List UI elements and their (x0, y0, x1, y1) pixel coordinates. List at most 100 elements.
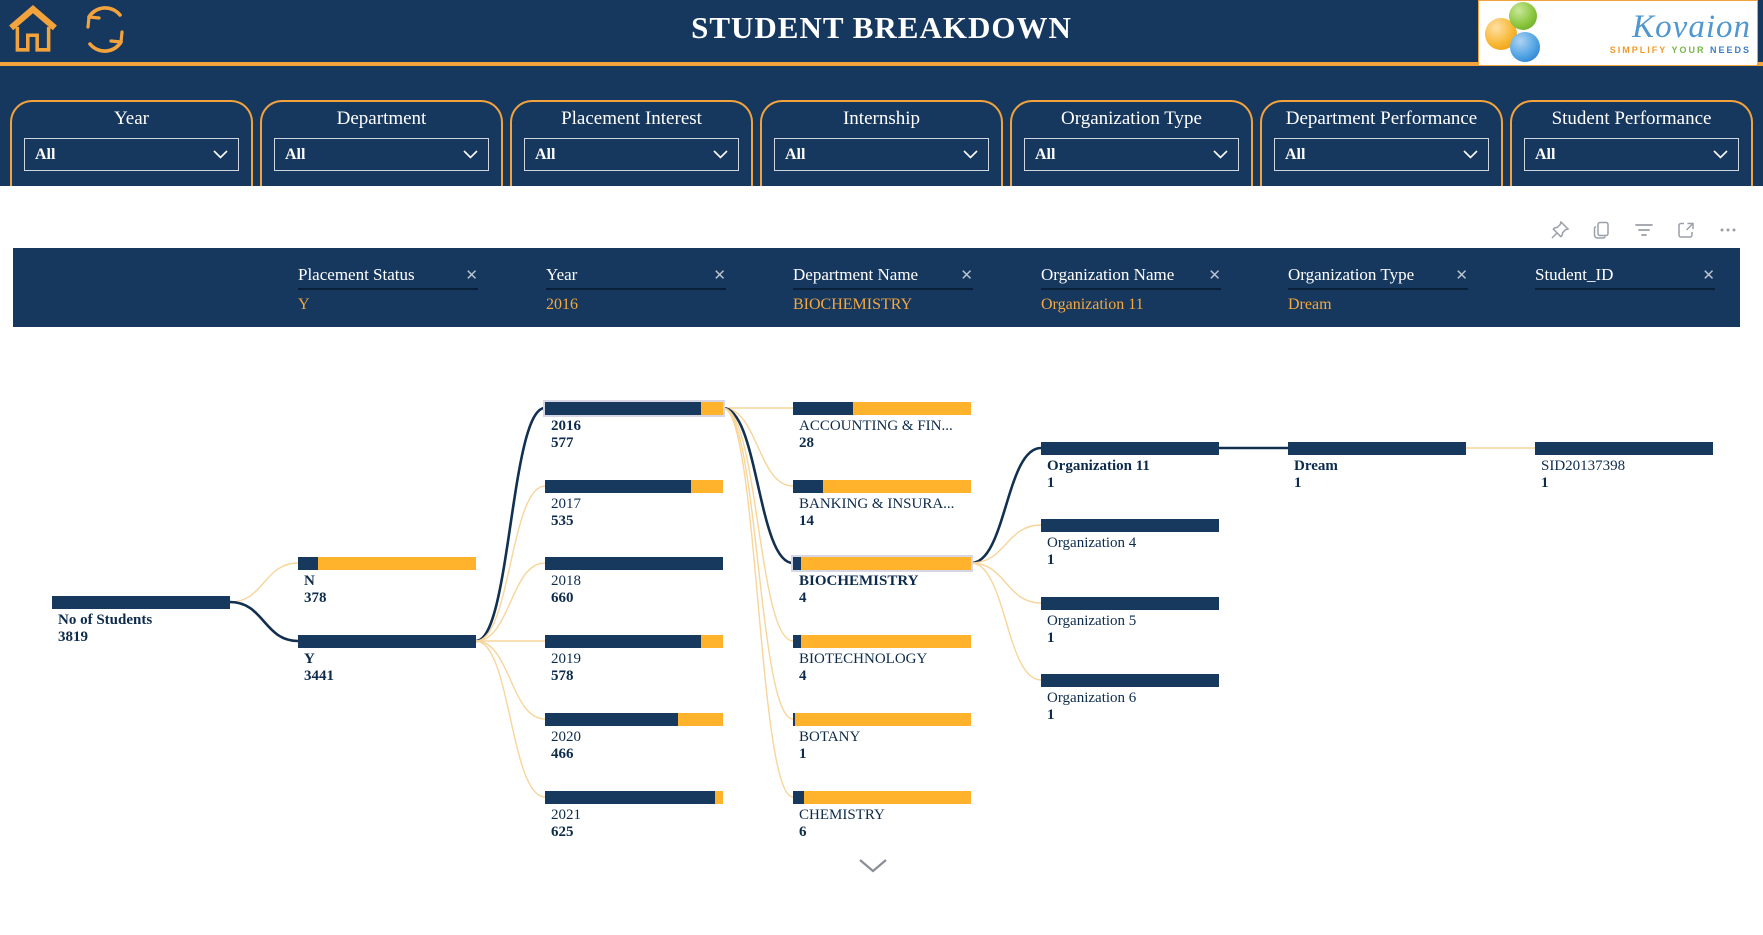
drill-path-bar: Placement Status ✕ Y Year ✕ 2016 Department Na… (13, 248, 1740, 327)
node-bar[interactable] (1535, 442, 1713, 455)
pin-icon[interactable] (1550, 220, 1570, 240)
tree-node-chemistry[interactable]: CHEMISTRY 6 (793, 791, 971, 841)
filter-selected-value: All (785, 145, 806, 163)
node-bar[interactable] (793, 635, 971, 648)
node-bar-fill (793, 791, 804, 804)
node-bar[interactable] (1288, 442, 1466, 455)
node-bar[interactable] (793, 402, 971, 415)
node-bar[interactable] (793, 791, 971, 804)
filter-dropdown[interactable]: All (24, 138, 239, 171)
node-bar-fill (545, 713, 678, 726)
node-bar[interactable] (793, 480, 971, 493)
tree-node-biotechnology[interactable]: BIOTECHNOLOGY 4 (793, 635, 971, 685)
more-options-icon[interactable] (1718, 220, 1738, 240)
node-bar[interactable] (545, 480, 723, 493)
tree-node-organization-11[interactable]: Organization 11 1 (1041, 442, 1219, 492)
node-bar-fill (545, 557, 723, 570)
tree-node-y[interactable]: Y 3441 (298, 635, 476, 685)
filter-icon[interactable] (1634, 220, 1654, 240)
tree-node-n[interactable]: N 378 (298, 557, 476, 607)
logo-circles-icon (1485, 2, 1551, 64)
tree-node-biochemistry[interactable]: BIOCHEMISTRY 4 (791, 555, 973, 607)
close-icon[interactable]: ✕ (1702, 267, 1715, 284)
chevron-down-icon[interactable] (858, 858, 888, 874)
visual-toolbar (1550, 220, 1738, 240)
filter-dropdown[interactable]: All (524, 138, 739, 171)
node-bar[interactable] (1041, 519, 1219, 532)
filter-selected-value: All (1285, 145, 1306, 163)
filter-card-placement-interest: Placement Interest All (510, 100, 753, 186)
node-label: Organization 5 (1047, 613, 1137, 629)
drill-level-underline (1288, 288, 1468, 290)
drill-level-value: BIOCHEMISTRY (793, 296, 913, 313)
tree-link-light (475, 640, 546, 720)
node-bar[interactable] (545, 791, 723, 804)
node-value: 1 (1541, 475, 1549, 491)
tree-node-2017[interactable]: 2017 535 (545, 480, 723, 530)
node-label: 2019 (551, 651, 581, 667)
tree-node-no-of-students[interactable]: No of Students 3819 (52, 596, 230, 646)
tree-node-sid20137398[interactable]: SID20137398 1 (1535, 442, 1713, 492)
node-value: 1 (1047, 475, 1055, 491)
filter-dropdown[interactable]: All (274, 138, 489, 171)
node-bar[interactable] (1041, 597, 1219, 610)
node-bar[interactable] (1041, 674, 1219, 687)
filter-dropdown[interactable]: All (1524, 138, 1739, 171)
filter-title: Department Performance (1285, 108, 1478, 129)
focus-mode-icon[interactable] (1676, 220, 1696, 240)
node-bar[interactable] (543, 400, 725, 417)
node-label: ACCOUNTING & FIN... (799, 418, 953, 434)
close-icon[interactable]: ✕ (1208, 267, 1221, 284)
drill-level-label: Student_ID (1535, 265, 1614, 284)
node-bar[interactable] (545, 557, 723, 570)
tree-link-light (722, 407, 794, 487)
node-value: 28 (799, 435, 814, 451)
node-bar[interactable] (1041, 442, 1219, 455)
node-bar[interactable] (298, 635, 476, 648)
copy-icon[interactable] (1592, 220, 1612, 240)
tree-node-banking-insura[interactable]: BANKING & INSURA... 14 (793, 480, 971, 530)
filter-title: Department (336, 108, 427, 129)
drill-level-label: Placement Status (298, 265, 415, 284)
close-icon[interactable]: ✕ (465, 267, 478, 284)
node-label: Organization 4 (1047, 535, 1137, 551)
refresh-icon[interactable] (76, 4, 138, 56)
tree-node-2016[interactable]: 2016 577 (543, 400, 725, 452)
node-bar[interactable] (298, 557, 476, 570)
node-bar[interactable] (545, 635, 723, 648)
tree-node-dream[interactable]: Dream 1 (1288, 442, 1466, 492)
node-label: Organization 6 (1047, 690, 1137, 706)
tree-node-2018[interactable]: 2018 660 (545, 557, 723, 607)
node-bar-fill (793, 635, 801, 648)
tree-node-botany[interactable]: BOTANY 1 (793, 713, 971, 763)
filter-card-organization-type: Organization Type All (1010, 100, 1253, 186)
node-bar[interactable] (791, 555, 973, 572)
close-icon[interactable]: ✕ (713, 267, 726, 284)
node-bar-fill (1288, 442, 1466, 455)
filter-title: Year (113, 108, 149, 129)
tree-node-2019[interactable]: 2019 578 (545, 635, 723, 685)
filter-dropdown[interactable]: All (1274, 138, 1489, 171)
tree-node-2021[interactable]: 2021 625 (545, 791, 723, 841)
drill-level-year: Year ✕ 2016 (546, 264, 726, 314)
node-bar-fill (1041, 597, 1219, 610)
tree-node-accounting-fin[interactable]: ACCOUNTING & FIN... 28 (793, 402, 971, 452)
node-bar[interactable] (545, 713, 723, 726)
home-icon[interactable] (8, 5, 58, 55)
close-icon[interactable]: ✕ (1455, 267, 1468, 284)
filter-dropdown[interactable]: All (774, 138, 989, 171)
tree-link-light (970, 524, 1042, 564)
node-bar[interactable] (52, 596, 230, 609)
logo-tagline-word: SIMPLIFY (1609, 44, 1668, 55)
node-bar-fill (545, 402, 701, 415)
close-icon[interactable]: ✕ (960, 267, 973, 284)
node-label: Y (304, 651, 315, 667)
filter-dropdown[interactable]: All (1024, 138, 1239, 171)
tree-node-2020[interactable]: 2020 466 (545, 713, 723, 763)
filter-title: Internship (842, 108, 921, 129)
node-bar[interactable] (793, 713, 971, 726)
tree-link-dark (970, 446, 1042, 565)
